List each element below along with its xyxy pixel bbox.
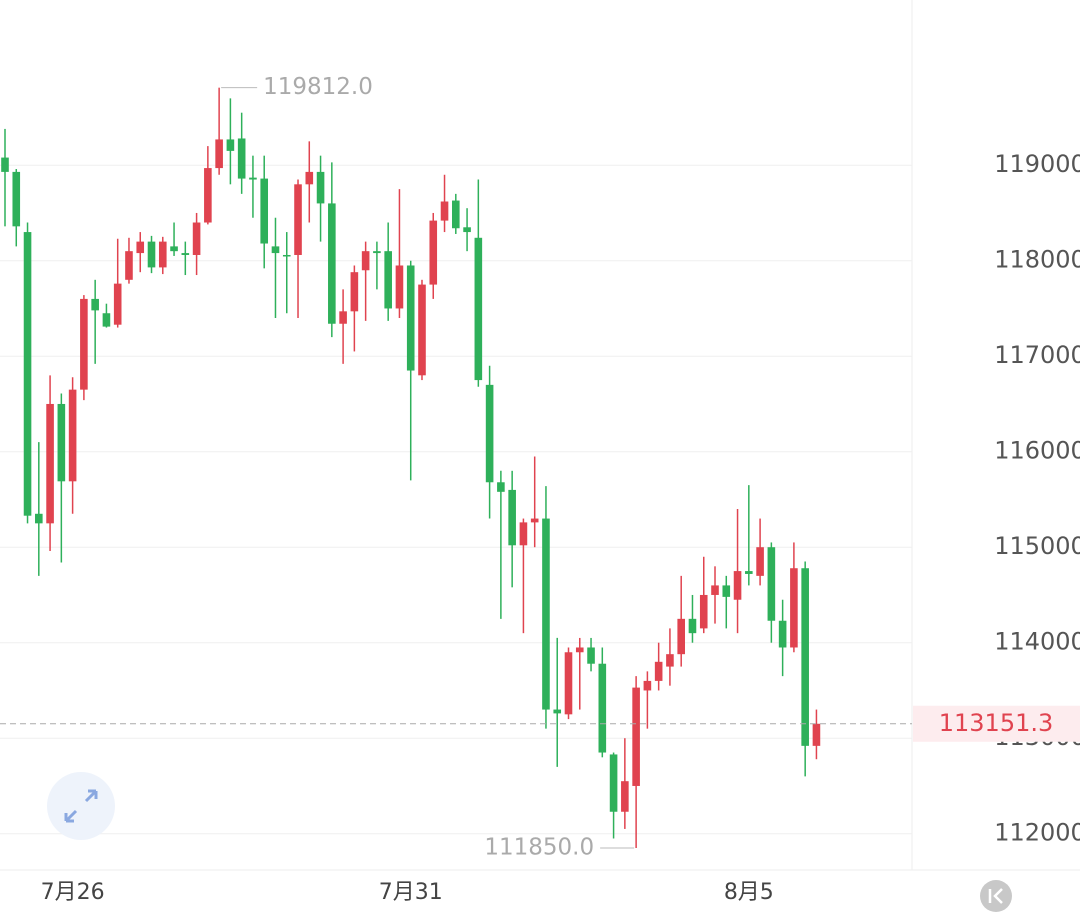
candle-body — [35, 513, 43, 524]
candle-body — [564, 652, 573, 715]
candle-body — [113, 283, 122, 325]
y-tick-label: 112000 — [994, 819, 1080, 847]
expand-icon[interactable] — [64, 789, 98, 823]
candle-body — [790, 568, 798, 648]
candle-body — [801, 568, 809, 746]
last-price-label: 113151.3 — [939, 709, 1054, 737]
candle-body — [745, 571, 753, 574]
candle-body — [91, 298, 99, 311]
candle-body — [316, 171, 325, 204]
candle-body — [418, 284, 426, 376]
candle-body — [688, 618, 697, 634]
candle-body — [632, 687, 640, 786]
collapse-button[interactable] — [980, 880, 1012, 912]
candle-body — [249, 177, 257, 180]
candle-body — [57, 403, 66, 482]
candle-body — [80, 298, 88, 390]
y-tick-label: 119000 — [994, 150, 1080, 178]
collapse-icon[interactable] — [988, 888, 1003, 904]
low-marker-label: 111850.0 — [484, 835, 594, 861]
candle-body — [609, 754, 618, 812]
candle-body — [429, 220, 438, 285]
x-tick-label: 7月31 — [379, 880, 443, 905]
candle-body — [474, 237, 483, 381]
candle-body — [722, 585, 731, 597]
candle-body — [497, 482, 505, 492]
candle-body — [136, 241, 145, 254]
expand-button[interactable] — [47, 772, 115, 840]
candle-body — [643, 680, 652, 691]
candle-body — [666, 654, 674, 667]
candle-body — [12, 171, 21, 227]
y-tick-label: 117000 — [994, 341, 1080, 369]
candle-body — [508, 489, 516, 546]
candle-body — [226, 139, 235, 151]
y-tick-label: 115000 — [994, 532, 1080, 560]
candle-body — [192, 222, 201, 255]
candle-body — [733, 571, 742, 600]
high-marker-label: 119812.0 — [263, 74, 373, 100]
candle-body — [147, 241, 156, 268]
candle-body — [463, 227, 471, 233]
candle-body — [575, 647, 584, 653]
candle-body — [305, 171, 314, 185]
candle-body — [654, 661, 663, 681]
y-tick-label: 116000 — [994, 437, 1080, 465]
candle-body — [102, 313, 111, 327]
candle-body — [237, 138, 246, 179]
candle-body — [542, 518, 550, 710]
candle-body — [778, 620, 787, 648]
candle-body — [406, 265, 415, 371]
candle-body — [373, 251, 381, 254]
candle-body — [350, 272, 359, 312]
candle-body — [621, 781, 629, 812]
candle-body — [215, 139, 223, 169]
candle-body — [125, 251, 133, 280]
x-tick-label: 8月5 — [724, 880, 774, 905]
last-price-box — [913, 705, 1080, 742]
expand-bg[interactable] — [47, 772, 115, 840]
x-tick-label: 7月26 — [41, 880, 105, 905]
candle-body — [23, 232, 32, 516]
candle-body — [452, 200, 460, 229]
candle-body — [204, 168, 212, 223]
candle-body — [519, 522, 528, 546]
candle-body — [395, 265, 404, 309]
y-tick-label: 114000 — [994, 628, 1080, 656]
candle-body — [282, 254, 291, 257]
candle-body — [677, 618, 685, 655]
candle-body — [756, 547, 764, 576]
candle-body — [598, 663, 607, 753]
candle-body — [699, 594, 708, 629]
candle-body — [767, 547, 776, 621]
candle-body — [711, 585, 719, 595]
candle-body — [812, 723, 821, 746]
candle-body — [553, 709, 562, 714]
candle-body — [46, 403, 54, 524]
candle-body — [587, 647, 595, 664]
candle-body — [260, 178, 269, 244]
candle-body — [271, 246, 280, 254]
candle-body — [361, 251, 370, 271]
y-tick-label: 118000 — [994, 246, 1080, 274]
candle-body — [530, 518, 539, 523]
candle-body — [440, 201, 449, 221]
candle-body — [158, 241, 167, 268]
candle-body — [294, 184, 302, 255]
candle-body — [68, 389, 77, 482]
candle-body — [181, 253, 190, 255]
candle-body — [339, 311, 347, 324]
candle-body — [328, 203, 336, 324]
candle-body — [485, 384, 494, 483]
candle-body — [170, 246, 178, 252]
candle-body — [384, 251, 392, 309]
candle-body — [1, 157, 9, 172]
